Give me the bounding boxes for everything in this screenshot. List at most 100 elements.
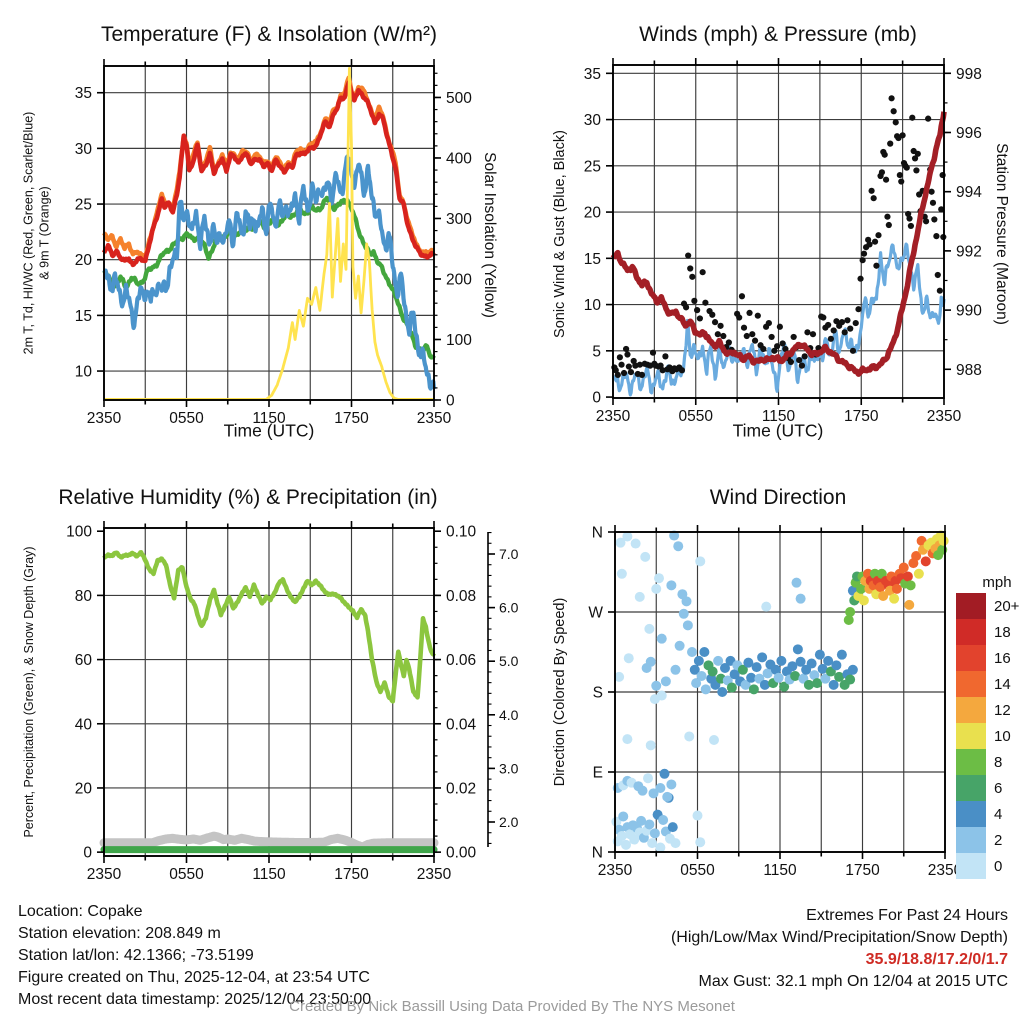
legend-swatch (956, 619, 986, 645)
legend-label: 12 (994, 701, 1011, 719)
svg-text:20: 20 (584, 205, 602, 222)
legend-entry-4: 4 (956, 801, 1024, 827)
legend-entry-0: 0 (956, 853, 1024, 879)
svg-text:500: 500 (446, 90, 472, 107)
svg-text:40: 40 (75, 716, 93, 733)
legend-entry-20plus: 20+ (956, 593, 1024, 619)
svg-text:2350: 2350 (928, 862, 963, 879)
legend-label: 16 (994, 649, 1011, 667)
svg-text:15: 15 (75, 308, 92, 325)
svg-text:1150: 1150 (252, 410, 286, 427)
station-info: Location: Copake Station elevation: 208.… (18, 901, 371, 1011)
max-gust: Max Gust: 32.1 mph On 12/04 at 2015 UTC (698, 973, 1009, 990)
svg-text:30: 30 (75, 141, 93, 158)
svg-text:100: 100 (66, 524, 92, 541)
legend-label: 8 (994, 753, 1003, 771)
figure-created: Figure created on Thu, 2025-12-04, at 23… (18, 969, 370, 986)
svg-text:1150: 1150 (762, 408, 796, 425)
svg-text:0550: 0550 (169, 410, 204, 427)
svg-text:2350: 2350 (596, 408, 631, 425)
svg-text:60: 60 (75, 652, 93, 669)
humidity-precip-plot: 2350 0550 1150 1750 2350 0 20 40 60 80 100 0.00 0.02… (66, 521, 519, 883)
svg-text:4.0: 4.0 (499, 707, 519, 723)
axis-ticks: 2350 0550 1150 1750 2350 0 20 40 60 80 100 0.00 0.02… (66, 521, 519, 883)
svg-text:100: 100 (446, 332, 472, 349)
svg-text:N: N (592, 525, 603, 542)
svg-text:15: 15 (584, 251, 601, 268)
svg-text:W: W (588, 605, 603, 622)
svg-text:S: S (593, 685, 603, 702)
svg-text:2350: 2350 (87, 410, 122, 427)
legend-label: 4 (994, 805, 1003, 823)
svg-text:1750: 1750 (334, 410, 369, 427)
svg-text:1150: 1150 (763, 862, 797, 879)
legend-label: 10 (994, 727, 1011, 745)
data-timestamp: Most recent data timestamp: 2025/12/04 2… (18, 991, 372, 1008)
chart-title-winds-pressure: Winds (mph) & Pressure (mb) (639, 23, 917, 46)
gridlines (613, 65, 944, 398)
svg-text:20: 20 (75, 780, 93, 797)
legend-label: 18 (994, 623, 1011, 641)
svg-text:6.0: 6.0 (499, 600, 519, 616)
svg-text:0.02: 0.02 (446, 780, 476, 797)
legend-swatch (956, 801, 986, 827)
legend-swatch (956, 671, 986, 697)
svg-text:5: 5 (592, 343, 601, 360)
svg-text:0550: 0550 (169, 866, 204, 883)
svg-text:30: 30 (584, 112, 602, 129)
svg-text:300: 300 (446, 211, 472, 228)
gust-black-dots (611, 95, 947, 378)
svg-text:2350: 2350 (598, 862, 633, 879)
legend-entry-16: 16 (956, 645, 1024, 671)
svg-text:0.00: 0.00 (446, 845, 477, 862)
humidity-precip-series (99, 550, 439, 854)
svg-text:0.08: 0.08 (446, 588, 476, 605)
svg-text:7.0: 7.0 (499, 546, 519, 562)
legend-swatch (956, 827, 986, 853)
legend-swatch (956, 645, 986, 671)
chart-title-wind-direction: Wind Direction (709, 486, 847, 509)
legend-swatch (956, 749, 986, 775)
extremes-heading: Extremes For Past 24 Hours (806, 907, 1008, 924)
svg-text:998: 998 (956, 66, 982, 83)
2m-temperature-red (101, 80, 436, 268)
legend-entry-8: 8 (956, 749, 1024, 775)
legend-entry-10: 10 (956, 723, 1024, 749)
svg-text:0.06: 0.06 (446, 652, 476, 669)
extremes-values: 35.9/18.8/17.2/0/1.7 (865, 951, 1008, 968)
temp-insolation-plot: 2350 0550 1150 1750 2350 10 15 20 25 30 35 0 100 200 3… (75, 59, 472, 427)
legend-swatch (956, 697, 986, 723)
svg-text:3.0: 3.0 (499, 760, 519, 776)
svg-text:994: 994 (956, 184, 982, 201)
legend-label: 14 (994, 675, 1011, 693)
svg-text:5.0: 5.0 (499, 653, 519, 669)
extremes-info: Extremes For Past 24 Hours (High/Low/Max… (671, 905, 1008, 993)
chart-title-temp-insolation: Temperature (F) & Insolation (W/m²) (100, 23, 438, 46)
svg-text:0: 0 (446, 393, 455, 410)
winds-pressure-plot: 2350 0550 1150 1750 235005101520253035988990… (584, 58, 982, 425)
station-elevation: Station elevation: 208.849 m (18, 925, 221, 942)
pressure-maroon (610, 111, 947, 377)
svg-text:988: 988 (956, 362, 982, 379)
station-location: Location: Copake (18, 903, 143, 920)
svg-text:35: 35 (75, 85, 92, 102)
legend-entry-2: 2 (956, 827, 1024, 853)
legend-title: mph (982, 574, 1012, 591)
svg-text:996: 996 (956, 125, 982, 142)
svg-text:0550: 0550 (679, 408, 714, 425)
legend-swatch (956, 853, 986, 879)
legend-label: 0 (994, 857, 1003, 875)
svg-text:35: 35 (584, 66, 601, 83)
winds-pressure-series (610, 95, 947, 397)
svg-text:N: N (592, 845, 603, 862)
legend-entry-6: 6 (956, 775, 1024, 801)
svg-text:2350: 2350 (927, 408, 962, 425)
svg-text:400: 400 (446, 150, 472, 167)
svg-text:0: 0 (592, 390, 601, 407)
station-latlon: Station lat/lon: 42.1366; -73.5199 (18, 947, 254, 964)
svg-text:990: 990 (956, 303, 982, 320)
svg-text:20: 20 (75, 252, 93, 269)
legend-swatch (956, 775, 986, 801)
